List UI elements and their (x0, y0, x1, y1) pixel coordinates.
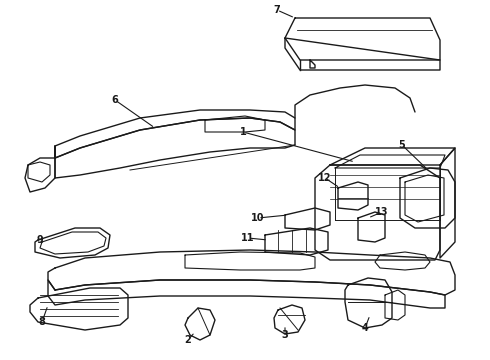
Text: 10: 10 (251, 213, 265, 223)
Text: 6: 6 (112, 95, 119, 105)
Text: 11: 11 (241, 233, 255, 243)
Text: 8: 8 (39, 317, 46, 327)
Text: 13: 13 (375, 207, 389, 217)
Text: 5: 5 (399, 140, 405, 150)
Text: 2: 2 (185, 335, 192, 345)
Text: 12: 12 (318, 173, 332, 183)
Text: 3: 3 (282, 330, 289, 340)
Text: 7: 7 (273, 5, 280, 15)
Text: 1: 1 (240, 127, 246, 137)
Text: 4: 4 (362, 323, 368, 333)
Text: 9: 9 (37, 235, 44, 245)
